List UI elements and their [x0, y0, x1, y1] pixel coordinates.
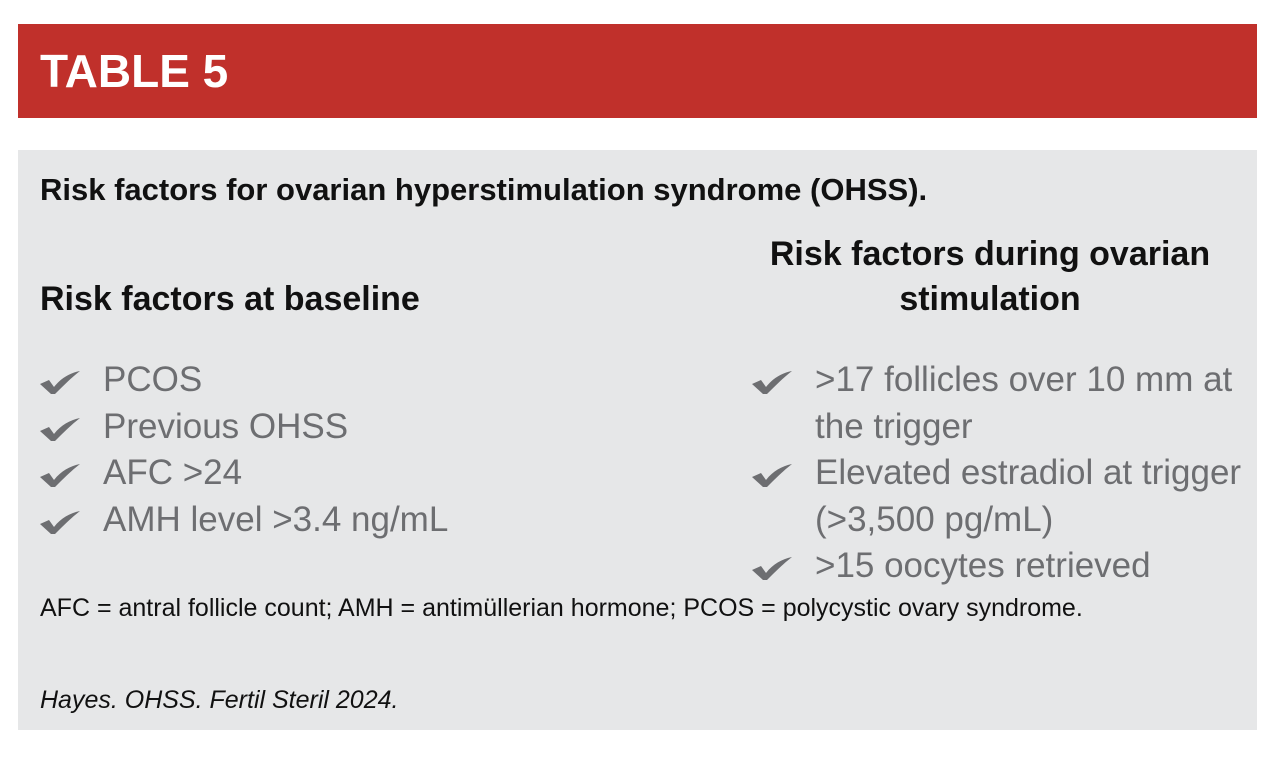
- list-item: >15 oocytes retrieved: [730, 543, 1250, 590]
- column-heading: Risk factors during ovarian stimulation: [769, 235, 1211, 318]
- item-text: Previous OHSS: [103, 406, 349, 446]
- column: Risk factors at baseline PCOS Previous OH…: [40, 232, 680, 543]
- item-text: >15 oocytes retrieved: [815, 546, 1151, 585]
- check-shape: [752, 557, 792, 580]
- list-item: PCOS: [40, 357, 680, 404]
- check-shape: [40, 371, 80, 394]
- item-list: PCOS Previous OHSS AFC >24 AMH level >3.4 n…: [40, 357, 680, 543]
- check-icon: [752, 557, 792, 580]
- item-text: AFC >24: [103, 453, 243, 492]
- banner: TABLE 5: [18, 24, 1257, 118]
- item-list: >17 follicles over 10 mm at the trigger E…: [730, 357, 1250, 590]
- check-shape: [40, 417, 80, 441]
- column-heading: Risk factors at baseline: [40, 280, 420, 318]
- item-text: >17 follicles over 10 mm at the trigger: [815, 360, 1233, 446]
- check-icon: [40, 510, 80, 534]
- check-shape: [40, 464, 80, 487]
- footnote: AFC = antral follicle count; AMH = antim…: [40, 594, 1083, 622]
- check-icon: [40, 371, 80, 394]
- item-text: PCOS: [103, 360, 203, 399]
- check-shape: [752, 371, 792, 394]
- check-icon: [40, 417, 80, 441]
- list-item: Elevated estradiol at trigger (>3,500 pg…: [730, 450, 1250, 543]
- check-icon: [40, 464, 80, 487]
- citation: Hayes. OHSS. Fertil Steril 2024.: [40, 686, 399, 714]
- item-text: Elevated estradiol at trigger (>3,500 pg…: [815, 453, 1242, 539]
- list-item: >17 follicles over 10 mm at the trigger: [730, 357, 1250, 450]
- check-shape: [752, 464, 792, 487]
- list-item: AFC >24: [40, 450, 680, 497]
- check-shape: [40, 510, 80, 534]
- item-text: AMH level >3.4 ng/mL: [103, 499, 449, 539]
- check-icon: [752, 371, 792, 394]
- table-panel: Risk factors for ovarian hyperstimulatio…: [18, 150, 1257, 730]
- list-item: AMH level >3.4 ng/mL: [40, 497, 680, 544]
- table-label: TABLE 5: [40, 45, 229, 97]
- check-icon: [752, 464, 792, 487]
- list-item: Previous OHSS: [40, 404, 680, 451]
- column: Risk factors during ovarian stimulation …: [730, 232, 1250, 590]
- table-caption: Risk factors for ovarian hyperstimulatio…: [40, 172, 928, 207]
